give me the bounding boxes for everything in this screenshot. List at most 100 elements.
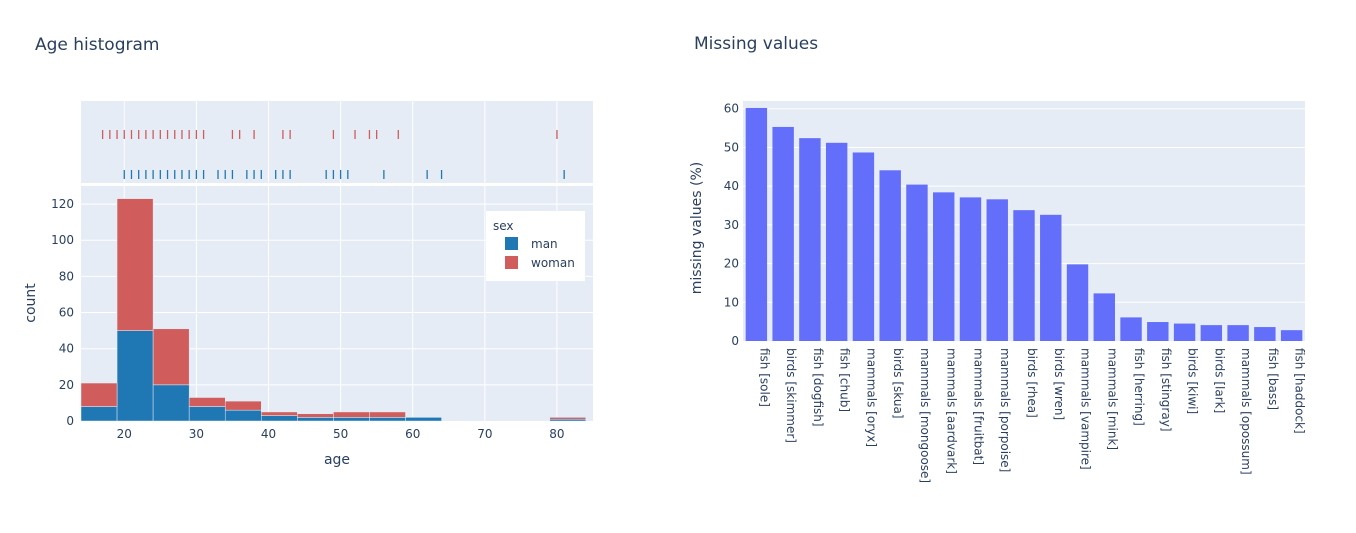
histogram-legend[interactable]: sex man woman [486,211,585,281]
missing-values-bar[interactable] [1173,323,1196,341]
category-label: mammals [vampire] [1079,348,1093,470]
missing-values-chart: Missing values 0 10 20 30 40 50 60 fish [sole]… [689,34,1307,483]
category-label: mammals [aardvark] [945,348,959,474]
x-tick-label: 30 [189,427,204,441]
category-label: mammals [oryx] [864,348,878,447]
missing-values-bar[interactable] [852,152,875,341]
histogram-bar-man[interactable] [333,417,370,422]
x-tick-label: 80 [549,427,564,441]
histogram-bar-woman[interactable] [188,397,226,407]
category-label: fish [dogfish] [811,348,825,427]
missing-values-bar[interactable] [879,170,901,341]
missing-values-bar[interactable] [825,142,848,341]
missing-values-bar[interactable] [772,126,794,341]
histogram-bar-man[interactable] [116,330,154,422]
legend-swatch-man[interactable] [505,237,518,250]
y-tick-label: 50 [724,140,739,154]
histogram-bar-man[interactable] [549,418,587,422]
histogram-x-ticks: 20 30 40 50 60 70 80 [117,427,565,441]
histogram-bar-woman[interactable] [333,411,370,418]
bar-category-labels: fish [sole] birds [skimmer] fish [dogfish]… [757,348,1306,483]
y-tick-label: 40 [724,179,739,193]
missing-values-title: Missing values [694,34,818,54]
histogram-bar-woman[interactable] [80,382,118,407]
y-tick-label: 20 [59,378,74,392]
legend-label-man[interactable]: man [531,237,558,251]
histogram-y-ticks: 0 20 40 60 80 100 120 [51,197,74,428]
histogram-x-axis-label: age [324,452,350,468]
category-label: fish [chub] [838,348,852,412]
y-tick-label: 10 [724,295,739,309]
category-label: birds [skua] [891,348,905,419]
legend-background [486,211,585,281]
histogram-bars [80,198,587,422]
missing-values-bar[interactable] [1280,330,1303,341]
missing-values-bar[interactable] [745,107,768,341]
missing-values-bar[interactable] [799,138,821,341]
category-label: fish [sole] [757,348,771,407]
histogram-bar-man[interactable] [261,415,298,422]
missing-values-bar[interactable] [1013,210,1035,341]
x-tick-label: 50 [333,427,348,441]
histogram-bar-man[interactable] [369,417,406,422]
category-label: fish [bass] [1266,348,1280,410]
missing-values-bar[interactable] [986,199,1008,341]
bar-y-axis-label: missing values (%) [689,162,705,294]
histogram-bar-man[interactable] [80,406,118,422]
category-label: birds [kiwi] [1186,348,1200,414]
y-tick-label: 0 [731,334,739,348]
histogram-title: Age histogram [35,35,159,55]
missing-values-bar[interactable] [959,197,982,341]
missing-values-bar[interactable] [1147,322,1169,341]
histogram-y-axis-label: count [23,283,39,323]
missing-values-bar[interactable] [1227,325,1249,341]
y-tick-label: 0 [66,414,74,428]
category-label: mammals [porpoise] [998,348,1012,472]
histogram-bar-man[interactable] [297,417,334,422]
histogram-bar-woman[interactable] [224,400,262,411]
missing-values-bar[interactable] [1200,325,1223,341]
missing-values-bar[interactable] [933,192,955,341]
rug-gridlines [123,101,558,183]
histogram-bar-woman[interactable] [152,328,190,386]
missing-values-bar[interactable] [1040,214,1062,341]
histogram-bar-woman[interactable] [369,411,406,418]
rug-marks [101,130,565,179]
x-tick-label: 70 [477,427,492,441]
category-label: fish [haddock] [1293,348,1307,434]
category-label: fish [stingray] [1159,348,1173,432]
histogram-chart: Age histogram 20 30 40 50 60 70 80 0 20 40 60 80 10… [23,35,593,468]
x-tick-label: 20 [117,427,132,441]
y-tick-label: 80 [59,269,74,283]
histogram-bar-woman[interactable] [116,198,154,331]
bar-y-ticks: 0 10 20 30 40 50 60 [724,102,739,348]
histogram-bar-man[interactable] [224,409,262,422]
legend-swatch-woman[interactable] [505,256,518,269]
histogram-bar-woman[interactable] [261,411,298,416]
missing-values-bar[interactable] [1120,317,1142,341]
y-tick-label: 20 [724,257,739,271]
missing-values-bar[interactable] [1093,293,1115,341]
histogram-bar-man[interactable] [152,384,190,422]
histogram-bar-woman[interactable] [549,417,587,420]
legend-label-woman[interactable]: woman [531,256,575,270]
category-label: birds [skimmer] [784,348,798,443]
x-tick-label: 40 [261,427,276,441]
y-tick-label: 40 [59,342,74,356]
category-label: birds [lark] [1212,348,1226,413]
y-tick-label: 120 [51,197,74,211]
rug-plot-background [81,101,593,183]
category-label: mammals [mink] [1105,348,1119,450]
histogram-bar-man[interactable] [405,417,442,422]
missing-values-bar[interactable] [1254,327,1276,341]
y-tick-label: 60 [59,306,74,320]
y-tick-label: 30 [724,218,739,232]
histogram-bar-woman[interactable] [297,413,334,418]
x-tick-label: 60 [405,427,420,441]
histogram-bar-man[interactable] [188,406,226,422]
y-tick-label: 100 [51,233,74,247]
legend-title: sex [493,219,514,233]
missing-values-bar[interactable] [906,184,928,341]
missing-values-bar[interactable] [1066,264,1089,341]
